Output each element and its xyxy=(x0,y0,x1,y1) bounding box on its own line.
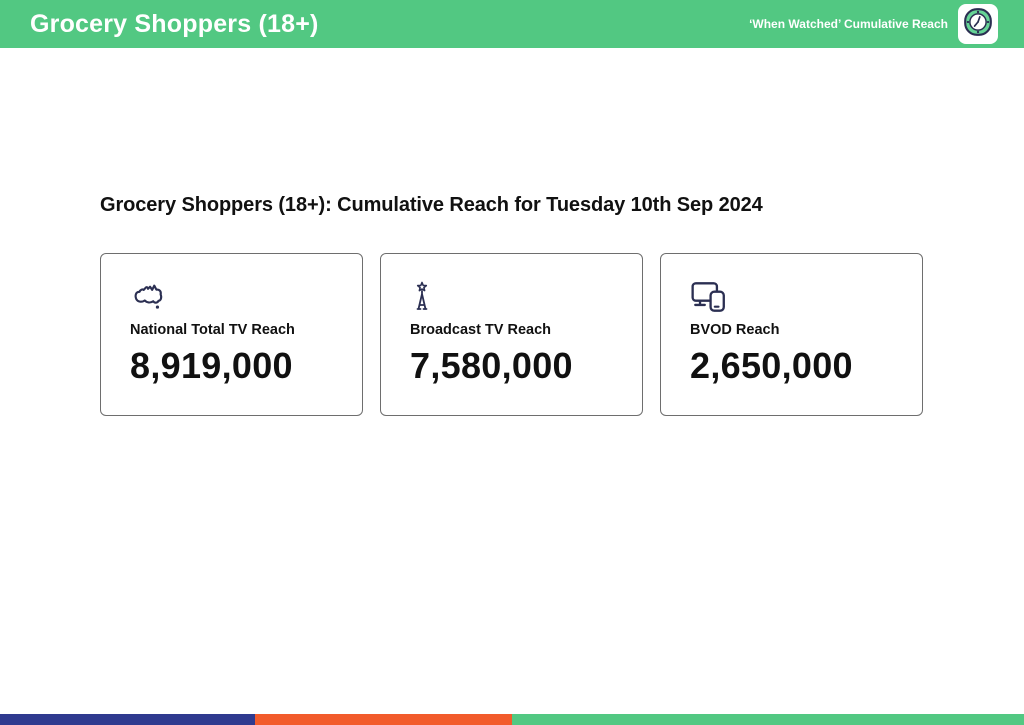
when-watched-logo xyxy=(958,4,998,44)
footer-segment-1 xyxy=(254,714,512,725)
kpi-label: Broadcast TV Reach xyxy=(410,322,552,338)
header-right-group: ‘When Watched’ Cumulative Reach xyxy=(749,4,998,44)
kpi-card-broadcast-tv-reach: Broadcast TV Reach 7,580,000 xyxy=(380,253,643,416)
kpi-label: BVOD Reach xyxy=(690,322,780,338)
tv-and-mobile-devices-icon xyxy=(690,280,904,314)
footer-segment-2 xyxy=(511,714,1024,725)
kpi-value: 2,650,000 xyxy=(690,345,853,386)
report-heading: Grocery Shoppers (18+): Cumulative Reach… xyxy=(100,194,763,216)
kpi-cards: National Total TV Reach 8,919,000 Broadc… xyxy=(100,253,923,416)
footer-color-bar xyxy=(0,714,1024,725)
kpi-value: 8,919,000 xyxy=(130,345,293,386)
footer-segment-0 xyxy=(0,714,255,725)
kpi-card-national-total-tv-reach: National Total TV Reach 8,919,000 xyxy=(100,253,363,416)
kpi-value: 7,580,000 xyxy=(410,345,573,386)
australia-map-icon xyxy=(130,280,344,314)
header-tagline: ‘When Watched’ Cumulative Reach xyxy=(749,17,948,31)
clock-icon xyxy=(962,6,994,43)
kpi-card-bvod-reach: BVOD Reach 2,650,000 xyxy=(660,253,923,416)
app-header: Grocery Shoppers (18+) ‘When Watched’ Cu… xyxy=(0,0,1024,48)
page-title: Grocery Shoppers (18+) xyxy=(30,9,319,38)
broadcast-tower-icon xyxy=(410,280,624,314)
kpi-label: National Total TV Reach xyxy=(130,322,295,338)
